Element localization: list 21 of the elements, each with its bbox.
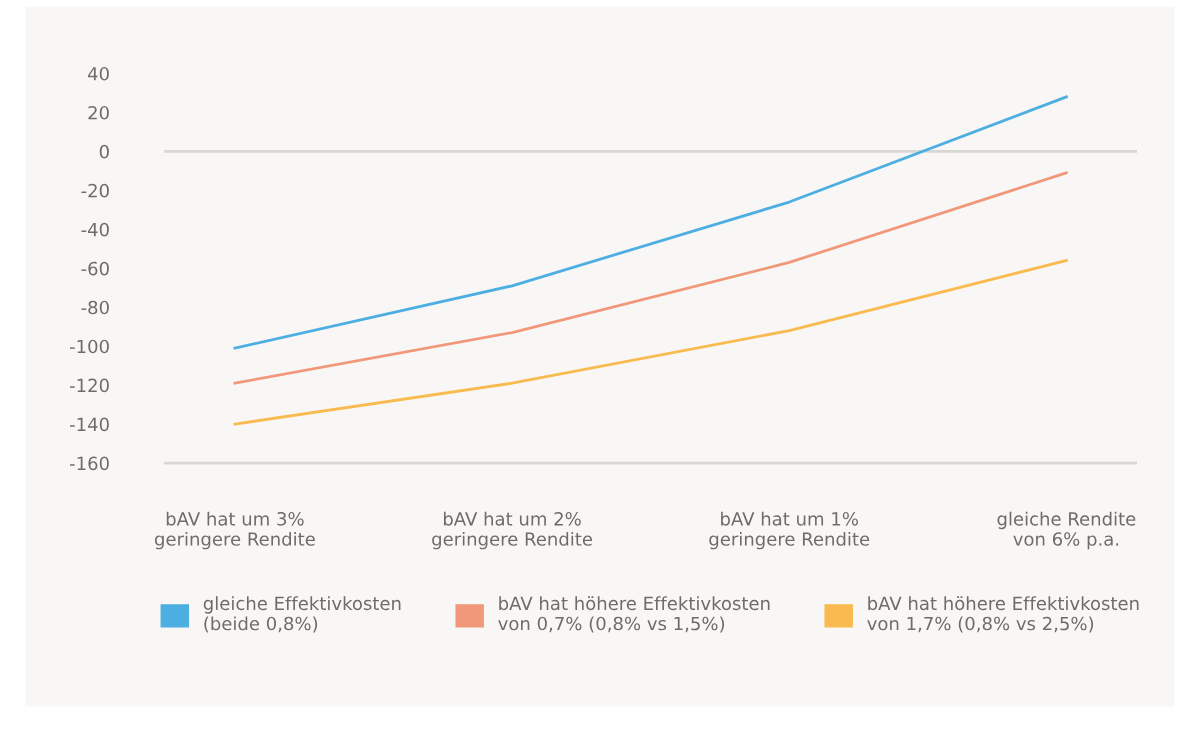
y-tick-label: 40	[87, 66, 109, 81]
x-tick-label: bAV hat um 3% geringere Rendite	[154, 511, 315, 550]
line-series	[233, 171, 1068, 385]
x-tick-label: bAV hat um 1% geringere Rendite	[709, 511, 870, 550]
legend-label: gleiche Effektivkosten (beide 0,8%)	[203, 596, 401, 633]
legend-label: bAV hat höhere Effektivkosten von 0,7% (0,8% vs 1,5%)	[498, 596, 770, 633]
line-series	[233, 259, 1068, 426]
y-tick-label: -80	[81, 300, 109, 315]
y-tick-label: -20	[81, 183, 109, 198]
x-tick-label: gleiche Rendite von 6% p.a.	[997, 511, 1136, 550]
y-tick-label: -120	[69, 378, 109, 393]
y-tick-label: -40	[81, 222, 109, 237]
x-tick-label: bAV hat um 2% geringere Rendite	[432, 511, 593, 550]
y-tick-label: 20	[88, 105, 109, 120]
line-series	[233, 95, 1068, 350]
y-tick-label: -160	[69, 456, 109, 471]
y-tick-label: -140	[69, 417, 109, 432]
y-tick-label: -100	[69, 339, 109, 354]
y-tick-label: 0	[99, 144, 109, 159]
y-tick-label: -60	[81, 261, 109, 276]
legend-label: bAV hat höhere Effektivkosten von 1,7% (0,8% vs 2,5%)	[867, 596, 1139, 633]
